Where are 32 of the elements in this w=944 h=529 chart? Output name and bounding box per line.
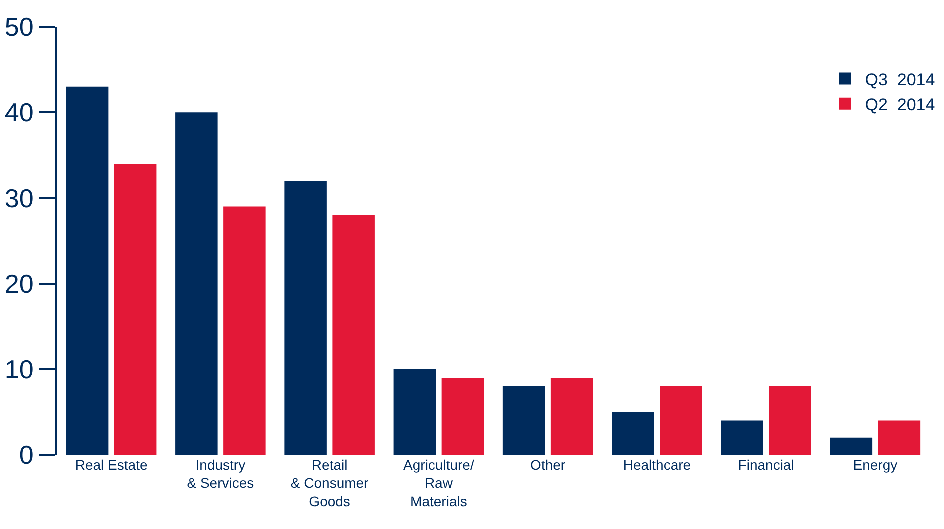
bar	[502, 386, 546, 455]
x-tick-label: Financial	[738, 457, 794, 473]
y-tick-label: 20	[4, 268, 34, 299]
bar	[769, 386, 812, 455]
x-tick-label: Other	[530, 457, 566, 473]
legend-label: Q2 2014	[865, 96, 936, 115]
bar	[224, 206, 266, 455]
legend-label: Q3 2014	[865, 70, 936, 90]
bar	[114, 164, 157, 455]
bar	[612, 412, 654, 455]
bar	[332, 215, 375, 455]
y-tick-label: 50	[4, 12, 34, 42]
bar	[721, 420, 764, 455]
x-tick-label: Retail & Consumer Goods	[290, 457, 370, 510]
bar	[442, 378, 484, 455]
bar	[394, 369, 436, 455]
bar	[66, 86, 109, 455]
x-tick-label: Industry & Services	[187, 457, 254, 492]
bar	[550, 378, 594, 455]
y-tick-label: 10	[4, 354, 34, 384]
x-tick-label: Agriculture/ Raw Materials	[404, 457, 474, 510]
x-tick-label: Energy	[853, 457, 898, 473]
bar	[660, 386, 702, 455]
y-tick-label: 40	[4, 98, 34, 128]
y-tick-label: 30	[4, 183, 34, 214]
x-tick-label: Real Estate	[75, 457, 148, 473]
x-tick-label: Healthcare	[623, 457, 692, 473]
bar	[878, 420, 921, 455]
y-tick-label: 0	[19, 440, 34, 470]
bar	[176, 112, 218, 455]
bar	[284, 181, 327, 455]
bar	[830, 438, 873, 455]
